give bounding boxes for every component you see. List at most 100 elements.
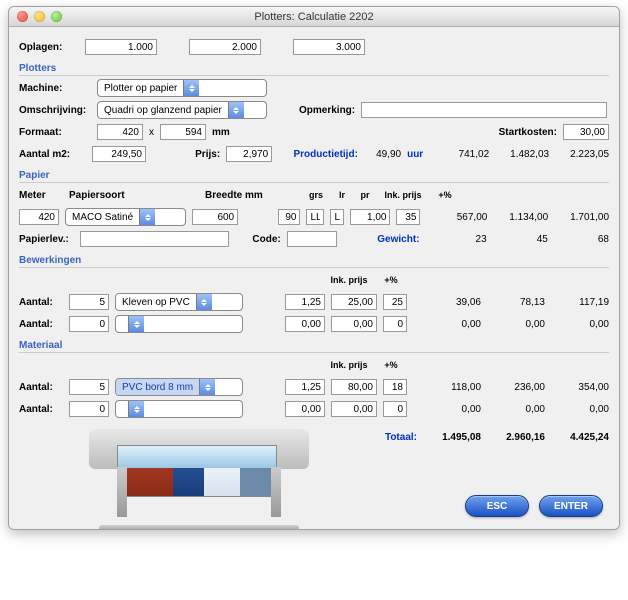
mat-row-1: Aantal: PVC bord 8 mm 118,00 236,00 354,… xyxy=(19,377,609,397)
code-label: Code: xyxy=(252,234,280,245)
oplagen-1[interactable] xyxy=(85,39,157,55)
bew2-q[interactable] xyxy=(69,316,109,332)
mat1-desc-select[interactable]: PVC bord 8 mm xyxy=(115,378,243,396)
section-bewerkingen: Bewerkingen xyxy=(19,255,609,268)
omschrijving-select[interactable]: Quadri op glanzend papier xyxy=(97,101,267,119)
bew1-desc: Kleven op PVC xyxy=(116,294,196,310)
omschrijving-value: Quadri op glanzend papier xyxy=(98,102,228,118)
papier-ink[interactable] xyxy=(350,209,390,225)
window: Plotters: Calculatie 2202 Oplagen: Plott… xyxy=(8,6,620,530)
bew2-t2: 0,00 xyxy=(487,319,545,330)
papierlev[interactable] xyxy=(80,231,229,247)
mat1-desc: PVC bord 8 mm xyxy=(116,379,199,395)
totaal-label: Totaal: xyxy=(385,432,417,443)
bew2-ink[interactable] xyxy=(331,316,377,332)
mat1-pct[interactable] xyxy=(383,379,407,395)
plotters-t3: 2.223,05 xyxy=(555,149,609,160)
opmerking-input[interactable] xyxy=(361,102,607,118)
code[interactable] xyxy=(287,231,337,247)
bew2-pct[interactable] xyxy=(383,316,407,332)
bew1-t3: 117,19 xyxy=(551,297,609,308)
bew2-u[interactable] xyxy=(285,316,325,332)
meter[interactable] xyxy=(19,209,59,225)
plotters-t2: 1.482,03 xyxy=(495,149,549,160)
footer-buttons: ESC ENTER xyxy=(465,495,603,517)
prijs[interactable] xyxy=(226,146,272,162)
chevron-updown-icon xyxy=(183,80,199,96)
papier-t2: 1.134,00 xyxy=(493,212,548,223)
machine-label: Machine: xyxy=(19,83,91,94)
bew1-t1: 39,06 xyxy=(423,297,481,308)
formaat-w[interactable] xyxy=(97,124,143,140)
meter-hdr: Meter xyxy=(19,190,63,201)
totaal-2: 2.960,16 xyxy=(487,432,545,443)
formaat-x: x xyxy=(149,127,154,138)
bew1-desc-select[interactable]: Kleven op PVC xyxy=(115,293,243,311)
bew-pct-hdr: +% xyxy=(379,275,403,285)
pr[interactable] xyxy=(330,209,344,225)
papier-pct[interactable] xyxy=(396,209,420,225)
bew-aantal-label: Aantal: xyxy=(19,297,63,308)
enter-button[interactable]: ENTER xyxy=(539,495,603,517)
mat1-t1: 118,00 xyxy=(423,382,481,393)
oplagen-3[interactable] xyxy=(293,39,365,55)
mat1-t2: 236,00 xyxy=(487,382,545,393)
papiersoort-hdr: Papiersoort xyxy=(69,190,199,201)
mat-pct-hdr: +% xyxy=(379,360,403,370)
formaat-h[interactable] xyxy=(160,124,206,140)
papiersoort-value: MACO Satiné xyxy=(66,209,139,225)
bew1-ink[interactable] xyxy=(331,294,377,310)
grs-hdr: grs xyxy=(305,190,327,200)
gewicht-1: 23 xyxy=(431,234,486,245)
uur-label: uur xyxy=(407,149,423,160)
bew1-q[interactable] xyxy=(69,294,109,310)
formaat-mm: mm xyxy=(212,127,230,138)
mat2-t1: 0,00 xyxy=(423,404,481,415)
mat1-q[interactable] xyxy=(69,379,109,395)
mat-aantal-label2: Aantal: xyxy=(19,404,63,415)
section-papier: Papier xyxy=(19,170,609,183)
titlebar[interactable]: Plotters: Calculatie 2202 xyxy=(9,7,619,27)
section-materiaal: Materiaal xyxy=(19,340,609,353)
productietijd-label: Productietijd: xyxy=(293,149,357,160)
grs[interactable] xyxy=(278,209,300,225)
mat-aantal-label: Aantal: xyxy=(19,382,63,393)
bew2-desc xyxy=(116,316,128,332)
bew2-t1: 0,00 xyxy=(423,319,481,330)
bew-row-1: Aantal: Kleven op PVC 39,06 78,13 117,19 xyxy=(19,292,609,312)
bew2-desc-select[interactable] xyxy=(115,315,243,333)
breedte-hdr: Breedte mm xyxy=(205,190,271,201)
chevron-updown-icon xyxy=(199,379,215,395)
papiersoort-select[interactable]: MACO Satiné xyxy=(65,208,186,226)
omschrijving-label: Omschrijving: xyxy=(19,105,91,116)
mat2-t2: 0,00 xyxy=(487,404,545,415)
aantal-m2-label: Aantal m2: xyxy=(19,149,86,160)
lr[interactable] xyxy=(306,209,324,225)
pr-hdr: pr xyxy=(357,190,373,200)
opmerking-label: Opmerking: xyxy=(299,105,355,116)
esc-button[interactable]: ESC xyxy=(465,495,529,517)
mat2-t3: 0,00 xyxy=(551,404,609,415)
bew-aantal-label2: Aantal: xyxy=(19,319,63,330)
papierlev-label: Papierlev.: xyxy=(19,234,74,245)
bew1-pct[interactable] xyxy=(383,294,407,310)
mat2-ink[interactable] xyxy=(331,401,377,417)
startkosten[interactable] xyxy=(563,124,609,140)
bew-row-2: Aantal: 0,00 0,00 0,00 xyxy=(19,314,609,334)
bew-ink-hdr: Ink. prijs xyxy=(325,275,373,285)
mat1-u[interactable] xyxy=(285,379,325,395)
plotter-illustration xyxy=(69,409,329,530)
aantal-m2[interactable] xyxy=(92,146,146,162)
bew1-u[interactable] xyxy=(285,294,325,310)
chevron-updown-icon xyxy=(128,316,144,332)
totaal-3: 4.425,24 xyxy=(551,432,609,443)
mat2-pct[interactable] xyxy=(383,401,407,417)
papier-t3: 1.701,00 xyxy=(554,212,609,223)
mat1-ink[interactable] xyxy=(331,379,377,395)
breedte[interactable] xyxy=(192,209,238,225)
chevron-updown-icon xyxy=(139,209,155,225)
machine-select[interactable]: Plotter op papier xyxy=(97,79,267,97)
productietijd: 49,90 xyxy=(364,149,401,160)
oplagen-2[interactable] xyxy=(189,39,261,55)
gewicht-2: 45 xyxy=(493,234,548,245)
